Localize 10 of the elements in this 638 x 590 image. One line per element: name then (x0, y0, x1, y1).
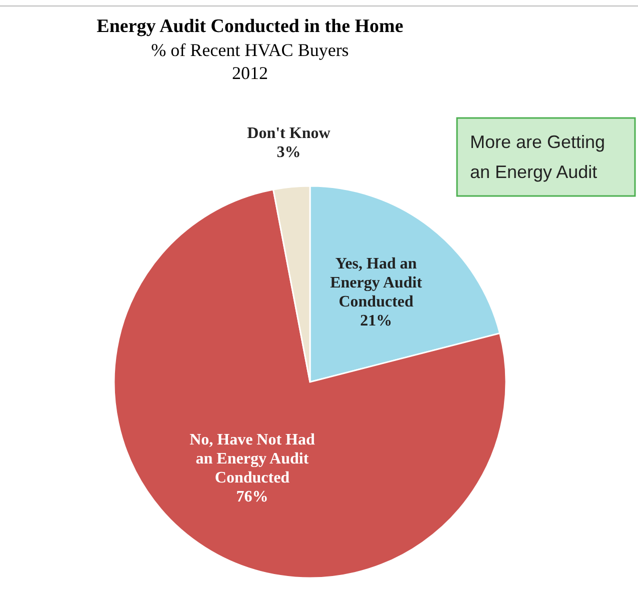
chart-title: Energy Audit Conducted in the Home (96, 16, 404, 37)
slice-label: Yes, Had an Energy Audit Conducted (330, 255, 423, 310)
data-label: 21% (360, 312, 392, 330)
pie-slice (113, 188, 507, 579)
data-label: 76% (236, 488, 268, 506)
slice-label: Don't Know (247, 125, 331, 142)
slice-label: No, Have Not Had an Energy Audit Conducted (190, 432, 316, 487)
chart-subtitle: % of Recent HVAC Buyers 2012 (151, 40, 349, 83)
data-label: 3% (276, 144, 301, 162)
text: More are Getting an Energy Audit (470, 132, 606, 182)
